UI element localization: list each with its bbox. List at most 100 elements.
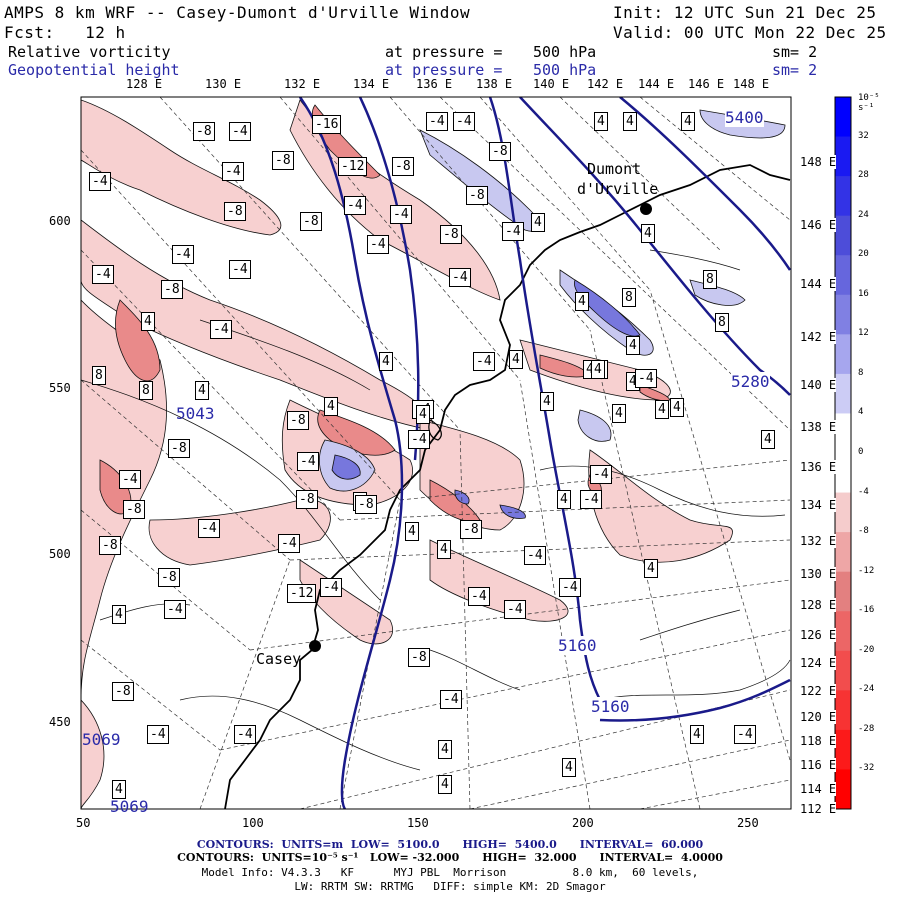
vorticity-contour-label: -4 bbox=[440, 690, 462, 709]
vorticity-contour-label: -4 bbox=[580, 490, 602, 509]
vorticity-contour-label: 4 bbox=[626, 336, 640, 355]
right-lat-label: 130 E bbox=[800, 567, 837, 581]
colorbar-swatch bbox=[835, 532, 851, 573]
colorbar-swatch bbox=[835, 215, 851, 256]
height-label: 5043 bbox=[176, 404, 215, 423]
vorticity-contour-label: -8 bbox=[392, 157, 414, 176]
vorticity-contour-label: -8 bbox=[355, 495, 377, 514]
vorticity-contour-label: 4 bbox=[591, 360, 605, 379]
right-lat-label: 116 E bbox=[800, 758, 837, 772]
colorbar-swatch bbox=[835, 413, 851, 454]
latlon-grid bbox=[81, 97, 791, 809]
field-level-label-height: at pressure = bbox=[385, 61, 503, 79]
vorticity-contour-label: 4 bbox=[557, 490, 571, 509]
vorticity-contour-label: -8 bbox=[489, 142, 511, 161]
vorticity-contour-label: 4 bbox=[690, 725, 704, 744]
vorticity-contour-label: -12 bbox=[287, 584, 317, 603]
lon-label: 140 E bbox=[533, 77, 570, 91]
vorticity-positive-shading bbox=[319, 109, 786, 492]
lon-label: 142 E bbox=[587, 77, 624, 91]
vorticity-contour-label: 4 bbox=[540, 392, 554, 411]
colorbar-label: -28 bbox=[858, 723, 875, 734]
vorticity-contour-label: 4 bbox=[670, 398, 684, 417]
vorticity-contour-label: -4 bbox=[278, 534, 300, 553]
x-tick-label: 250 bbox=[737, 816, 759, 830]
vorticity-contour-label: -8 bbox=[272, 151, 294, 170]
vorticity-contour-label: -8 bbox=[161, 280, 183, 299]
colorbar-swatch bbox=[835, 571, 851, 612]
colorbar-swatch bbox=[835, 334, 851, 375]
vorticity-contour-label: -4 bbox=[504, 600, 526, 619]
field-level-height: 500 hPa bbox=[533, 61, 597, 79]
vorticity-contour-label: 4 bbox=[761, 430, 775, 449]
vorticity-contour-label: -4 bbox=[449, 268, 471, 287]
vorticity-contour-label: -4 bbox=[229, 260, 251, 279]
vorticity-contour-label: -8 bbox=[123, 500, 145, 519]
vorticity-contour-label: -4 bbox=[234, 725, 256, 744]
vorticity-contour-label: 4 bbox=[641, 224, 655, 243]
vorticity-contour-label: 8 bbox=[622, 288, 636, 307]
lon-label: 148 E bbox=[733, 77, 770, 91]
vorticity-contour-label: 4 bbox=[324, 397, 338, 416]
colorbar-label: -8 bbox=[858, 526, 869, 537]
vorticity-contour-label: -4 bbox=[734, 725, 756, 744]
vorticity-contour-label: 4 bbox=[438, 740, 452, 759]
lon-label: 128 E bbox=[126, 77, 163, 91]
lon-label: 132 E bbox=[284, 77, 321, 91]
lon-label: 130 E bbox=[205, 77, 242, 91]
coastline bbox=[224, 164, 791, 809]
vorticity-contour-label: 4 bbox=[594, 112, 608, 131]
colorbar-swatch bbox=[835, 176, 851, 217]
right-lat-label: 126 E bbox=[800, 628, 837, 642]
colorbar-label: -32 bbox=[858, 763, 875, 774]
right-lat-label: 148 E bbox=[800, 155, 837, 169]
colorbar bbox=[835, 97, 851, 810]
init-time: Init: 12 UTC Sun 21 Dec 25 bbox=[613, 3, 877, 22]
vorticity-contour-label: -8 bbox=[224, 202, 246, 221]
right-lat-label: 136 E bbox=[800, 460, 837, 474]
vorticity-contour-label: -4 bbox=[367, 235, 389, 254]
right-lat-label: 118 E bbox=[800, 734, 837, 748]
x-tick-label: 100 bbox=[242, 816, 264, 830]
field-name-vorticity: Relative vorticity bbox=[8, 43, 171, 61]
height-label: 5400 bbox=[725, 108, 764, 127]
colorbar-swatch bbox=[835, 650, 851, 691]
vorticity-contour-label: -4 bbox=[524, 546, 546, 565]
colorbar-label: -20 bbox=[858, 644, 875, 655]
colorbar-label: 0 bbox=[858, 447, 864, 457]
vorticity-contour-label: -4 bbox=[426, 112, 448, 131]
vorticity-contour-label: 4 bbox=[437, 540, 451, 559]
height-label: 5069 bbox=[82, 730, 121, 749]
station-label-durville: d'Urville bbox=[577, 180, 659, 198]
right-lat-label: 142 E bbox=[800, 330, 837, 344]
vorticity-contour-label: -8 bbox=[168, 439, 190, 458]
vorticity-contour-label: 4 bbox=[623, 112, 637, 131]
field-sm-height: sm= 2 bbox=[772, 61, 818, 79]
colorbar-swatch bbox=[835, 294, 851, 335]
vorticity-contour-label: 4 bbox=[438, 775, 452, 794]
colorbar-label: 8 bbox=[858, 367, 864, 378]
right-lat-label: 146 E bbox=[800, 218, 837, 232]
vorticity-contour-label: -8 bbox=[440, 225, 462, 244]
vorticity-contour-label: -8 bbox=[300, 212, 322, 231]
colorbar-swatch bbox=[835, 492, 851, 533]
station-label-casey: Casey bbox=[256, 650, 302, 668]
vorticity-contour-label: 8 bbox=[703, 270, 717, 289]
vorticity-contour-label: -8 bbox=[158, 568, 180, 587]
footer-height-contours: CONTOURS: UNITS=m LOW= 5100.0 HIGH= 5400… bbox=[196, 838, 704, 851]
colorbar-label: 28 bbox=[858, 170, 869, 181]
right-lat-label: 134 E bbox=[800, 498, 837, 512]
vorticity-contour-label: -4 bbox=[559, 578, 581, 597]
colorbar-label: -12 bbox=[858, 565, 875, 576]
y-tick-label: 450 bbox=[49, 715, 71, 729]
vorticity-contour-label: -4 bbox=[164, 600, 186, 619]
vorticity-contour-label: -4 bbox=[390, 205, 412, 224]
forecast-hour: Fcst: 12 h bbox=[4, 23, 126, 42]
valid-time: Valid: 00 UTC Mon 22 Dec 25 bbox=[613, 23, 887, 42]
height-label: 5160 bbox=[558, 636, 597, 655]
vorticity-contour-label: -4 bbox=[473, 352, 495, 371]
x-tick-label: 50 bbox=[76, 816, 91, 830]
vorticity-contour-label: 4 bbox=[612, 404, 626, 423]
vorticity-contour-label: 4 bbox=[644, 559, 658, 578]
